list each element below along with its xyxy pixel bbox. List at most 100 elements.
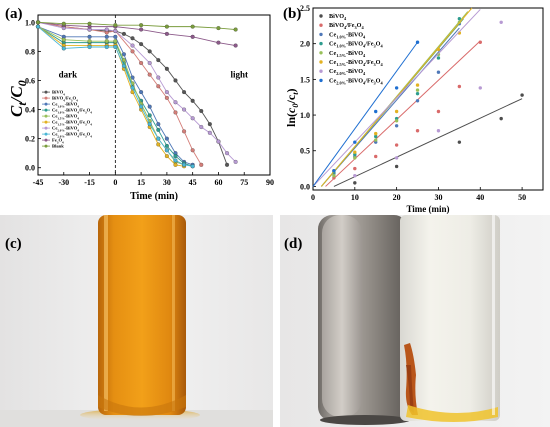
data-point-b	[457, 17, 462, 21]
data-point-a	[61, 46, 66, 51]
plot-area-b: 0 10 20 30 40 50 0.0 0.5 1.0 1.5 2.0 2.5 Time (min) l…	[284, 4, 544, 214]
data-point-a	[199, 162, 204, 167]
data-point-a	[190, 98, 195, 103]
data-point-a	[130, 49, 135, 54]
data-point-a	[147, 113, 152, 118]
data-point-b	[457, 140, 462, 144]
data-point-a	[199, 108, 204, 114]
data-point-a	[207, 122, 212, 127]
y-tick-label-a: 0.6	[25, 76, 35, 85]
data-point-a	[216, 26, 221, 31]
data-point-a	[156, 142, 161, 147]
fit-line-b	[333, 98, 523, 187]
data-point-a	[164, 136, 169, 141]
data-point-a	[164, 143, 169, 148]
data-point-a	[182, 162, 187, 167]
legend-marker-b	[319, 78, 323, 83]
fit-line-b	[312, 9, 481, 187]
x-tick-label-a: -15	[84, 178, 95, 187]
data-point-b	[478, 86, 482, 90]
data-point-a	[113, 28, 118, 34]
y-tick-label-b: 0.0	[300, 182, 310, 191]
data-point-a	[61, 21, 66, 26]
x-tick-label-b: 10	[351, 193, 359, 202]
magnet	[318, 215, 410, 425]
data-point-a	[104, 34, 109, 39]
data-point-b	[374, 134, 378, 139]
y-tick-label-a: 0.0	[25, 164, 35, 173]
data-point-a	[147, 122, 152, 127]
data-point-b	[353, 140, 357, 144]
data-point-b	[415, 99, 420, 103]
data-point-a	[139, 90, 144, 95]
data-point-a	[113, 23, 118, 28]
data-point-b	[499, 116, 503, 121]
legend-entry-b: Ce1.5%-BiVO4/Fe3O4	[329, 59, 383, 67]
legend-marker-a	[44, 144, 48, 148]
axes-frame-b	[312, 7, 544, 191]
data-point-b	[332, 174, 336, 178]
data-point-a	[156, 127, 161, 132]
data-point-a	[233, 159, 238, 164]
legend-marker-a	[44, 90, 48, 94]
data-point-b	[394, 164, 399, 169]
data-point-a	[190, 24, 195, 29]
legend-entry-a: Ce2.0%-BiVO4/Fe3O4	[52, 132, 92, 139]
y-tick-label-b: 2.5	[300, 4, 310, 13]
legend-marker-a	[44, 102, 48, 106]
data-point-a	[104, 39, 109, 44]
x-axis-title-b: Time (min)	[406, 204, 449, 214]
data-point-b	[436, 56, 441, 60]
data-point-a	[156, 75, 161, 80]
data-point-a	[35, 20, 41, 25]
series-line-a	[37, 21, 228, 165]
data-point-b	[436, 47, 441, 52]
data-point-a	[139, 104, 144, 109]
panel-label-a: (a)	[5, 6, 23, 22]
data-point-a	[173, 100, 178, 105]
data-point-b	[394, 156, 399, 160]
data-point-b	[457, 84, 462, 89]
legend-entry-b: Ce1.5%-BiVO4	[329, 50, 366, 58]
data-point-a	[113, 44, 118, 50]
data-point-a	[104, 27, 109, 32]
series-line-a	[37, 26, 193, 166]
data-point-b	[353, 150, 357, 154]
data-point-a	[216, 40, 221, 45]
data-point-a	[87, 44, 92, 50]
legend-marker-a	[44, 120, 48, 124]
legend-entry-b: Ce1.0%-BiVO4	[329, 31, 366, 39]
data-point-a	[130, 43, 135, 48]
data-point-a	[173, 154, 178, 159]
y-axis-title-a: Ct/C0	[7, 80, 29, 117]
panel-label-b: (b)	[283, 6, 301, 22]
data-point-b	[436, 129, 441, 133]
legend-marker-a	[44, 126, 48, 130]
legend-entry-a: Blank	[52, 144, 64, 149]
y-tick-label-b: 2.0	[300, 40, 310, 49]
data-point-a	[147, 72, 152, 77]
data-point-b	[374, 131, 378, 136]
data-point-a	[164, 148, 169, 153]
legend-entry-a: Ce1.5%-BiVO4/Fe3O4	[52, 120, 92, 127]
legend-marker-a	[44, 138, 48, 142]
data-point-a	[173, 78, 178, 83]
annotation-dark: dark	[59, 70, 78, 80]
data-point-a	[156, 122, 161, 127]
data-point-a	[182, 90, 187, 95]
data-point-b	[520, 93, 524, 97]
data-point-a	[113, 39, 118, 44]
panel-label-d: (d)	[284, 236, 302, 252]
x-tick-label-b: 0	[311, 193, 315, 202]
data-point-a	[156, 136, 161, 141]
data-point-a	[113, 34, 118, 39]
data-point-b	[332, 169, 336, 173]
x-tick-label-a: 45	[189, 178, 197, 187]
data-point-b	[394, 119, 399, 123]
legend-entry-a: Fe3O4	[52, 138, 64, 145]
data-point-b	[415, 83, 420, 87]
data-point-a	[61, 37, 66, 42]
x-tick-label-b: 50	[518, 193, 526, 202]
legend-marker-b	[319, 41, 323, 46]
y-tick-label-b: 1.0	[300, 111, 310, 120]
